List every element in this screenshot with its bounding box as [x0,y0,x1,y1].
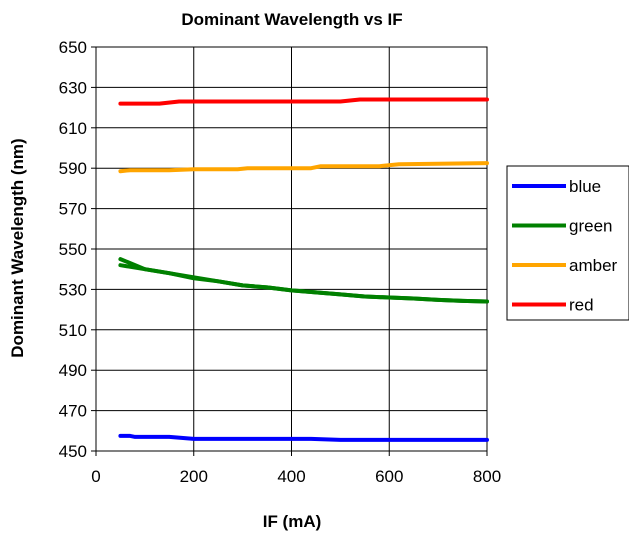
legend-label-red: red [569,296,594,315]
series-line-blue [118,433,489,442]
gridlines [96,47,487,451]
chart-title: Dominant Wavelength vs IF [181,10,402,29]
y-tick-label: 610 [59,119,87,138]
y-tick-label: 650 [59,38,87,57]
legend-label-blue: blue [569,177,601,196]
y-tick-label: 530 [59,280,87,299]
legend-box [506,165,629,321]
legend-label-amber: amber [569,256,618,275]
series-line-green [118,257,489,304]
x-tick-label: 600 [375,467,403,486]
y-axis-title: Dominant Wavelength (nm) [8,138,27,357]
axis-ticks: 450 470 490 510 530 550 570 590 610 630 650 0 200 400… [59,38,502,486]
x-axis-title: IF (mA) [263,512,322,531]
series-line-green-secondary [118,263,489,304]
y-tick-label: 590 [59,159,87,178]
y-tick-label: 450 [59,442,87,461]
x-tick-label: 200 [180,467,208,486]
x-tick-label: 800 [473,467,501,486]
y-tick-label: 570 [59,200,87,219]
series-lines [118,97,489,442]
y-tick-label: 510 [59,321,87,340]
series-line-amber [118,161,489,174]
x-tick-label: 400 [277,467,305,486]
y-tick-label: 490 [59,361,87,380]
y-tick-label: 550 [59,240,87,259]
y-tick-label: 630 [59,78,87,97]
x-tick-label: 0 [91,467,100,486]
legend: blue green amber red [506,165,629,321]
series-line-red [118,97,489,106]
legend-label-green: green [569,217,612,236]
y-tick-label: 470 [59,402,87,421]
